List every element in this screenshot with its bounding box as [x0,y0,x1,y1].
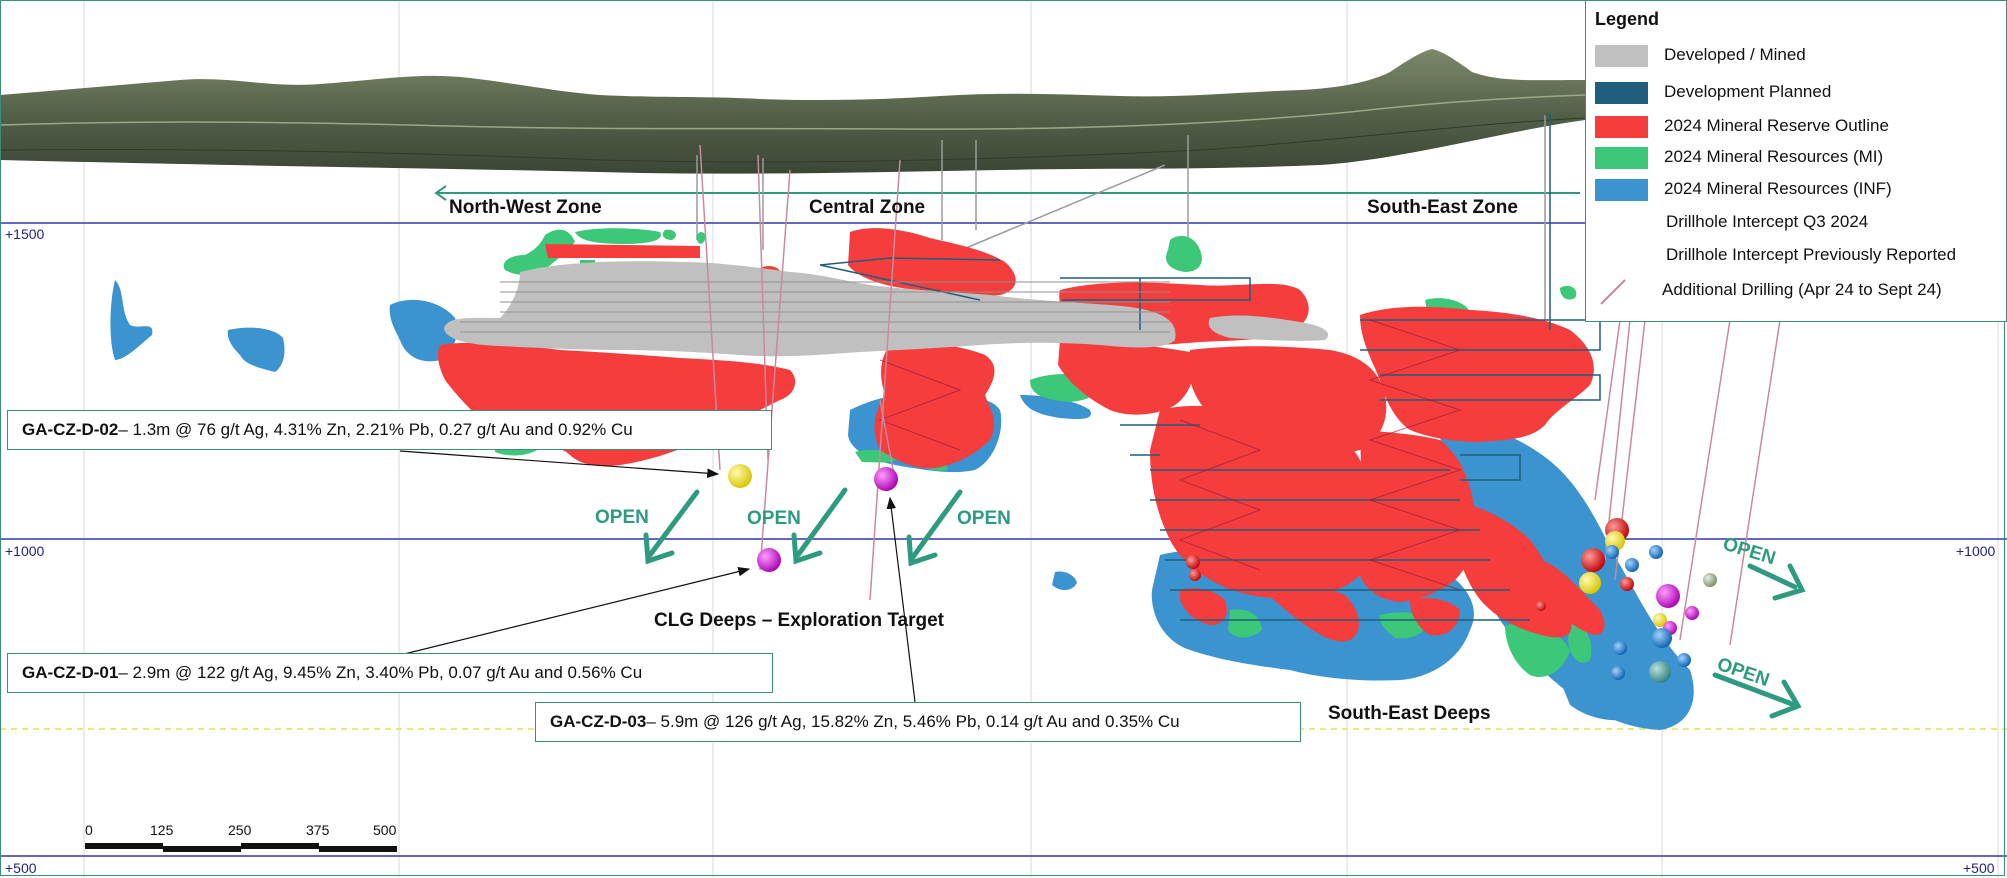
blue-swatch [1595,179,1648,201]
legend-item-label: 2024 Mineral Reserve Outline [1664,116,1889,135]
intercept-sphere [1579,572,1601,594]
large-sphere-cluster-icon [1595,212,1648,234]
callout-hole-id: GA-CZ-D-03 [550,712,647,731]
legend-item-label: 2024 Mineral Resources (INF) [1664,179,1892,198]
zone-label-central: Central Zone [809,197,926,218]
grey-swatch [1595,45,1648,67]
callout-leaders [387,450,916,703]
reserve-zigzag [878,319,1462,591]
callout-ga-cz-d-01: GA-CZ-D-01 – 2.9m @ 122 g/t Ag, 9.45% Zn… [7,653,773,693]
legend-item-label: 2024 Mineral Resources (MI) [1664,147,1884,166]
dark-blue-swatch [1595,82,1648,104]
legend-item-reserve: 2024 Mineral Reserve Outline [1586,113,2006,139]
developed-mined [444,261,1329,357]
scale-tick-label: 0 [85,822,93,838]
intercept-sphere [728,464,752,488]
scale-bar [85,843,397,852]
elevation-label-500-right: +500 [1963,860,1995,876]
green-swatch [1595,147,1648,169]
callout-ga-cz-d-02: GA-CZ-D-02 – 1.3m @ 76 g/t Ag, 4.31% Zn,… [7,410,772,450]
callout-ga-cz-d-03: GA-CZ-D-03 – 5.9m @ 126 g/t Ag, 15.82% Z… [535,702,1301,742]
legend-item-label: Development Planned [1664,82,1832,101]
legend-item-intercept-q3-2024: Drillhole Intercept Q3 2024 [1586,209,2006,235]
callout-text: – 5.9m @ 126 g/t Ag, 15.82% Zn, 5.46% Pb… [646,712,1180,731]
legend-item-resources-mi: 2024 Mineral Resources (MI) [1586,144,2006,170]
intercept-sphere [1189,569,1201,581]
vertical-traces [696,115,1546,350]
drill-line-icon [1595,279,1648,305]
legend-item-developed-mined: Developed / Mined [1586,42,2006,68]
topography-ridge [0,94,1586,130]
intercept-sphere [874,467,898,491]
elevation-label-1000-right: +1000 [1956,543,1996,559]
intercept-sphere [1620,577,1634,591]
legend-item-additional-drilling: Additional Drilling (Apr 24 to Sept 24) [1586,277,2006,305]
open-label: OPEN [957,508,1011,529]
intercept-sphere [1649,545,1663,559]
intercept-sphere [1677,653,1691,667]
intercept-sphere [1186,555,1200,569]
scale-tick-label: 375 [306,822,330,838]
scale-tick-label: 500 [373,822,397,838]
intercept-sphere [1536,601,1546,611]
intercept-sphere [1605,545,1619,559]
legend-item-development-planned: Development Planned [1586,79,2006,105]
intercept-sphere [1613,641,1627,655]
legend-item-intercept-previous: Drillhole Intercept Previously Reported [1586,242,2006,268]
zone-arrow [434,185,1580,201]
legend-item-label: Developed / Mined [1664,45,1806,64]
legend-title: Legend [1595,9,1660,29]
elevation-label-1500: +1500 [5,226,45,242]
open-arrows [643,487,1806,719]
development-planned [819,114,1601,621]
legend-item-label: Drillhole Intercept Previously Reported [1666,245,1957,264]
drillhole-intercepts [728,464,1717,683]
legend: Legend Developed / Mined Development Pla… [1585,0,2007,322]
intercept-sphere [1685,606,1699,620]
intercept-sphere [1581,548,1605,572]
open-label: OPEN [595,507,649,528]
callout-hole-id: GA-CZ-D-02 [22,420,119,439]
intercept-sphere [1625,558,1639,572]
intercept-sphere [1649,661,1671,683]
intercept-sphere [1703,573,1717,587]
legend-item-label: Additional Drilling (Apr 24 to Sept 24) [1662,280,1942,299]
callout-text: – 2.9m @ 122 g/t Ag, 9.45% Zn, 3.40% Pb,… [118,663,643,682]
scale-tick-label: 250 [228,822,252,838]
intercept-sphere [1653,613,1667,627]
legend-item-resources-inf: 2024 Mineral Resources (INF) [1586,176,2006,202]
zone-label-south-east-deeps: South-East Deeps [1328,703,1491,724]
mined-stope-lines [460,281,1170,333]
zone-label-clg-deeps: CLG Deeps – Exploration Target [654,610,944,631]
callout-text: – 1.3m @ 76 g/t Ag, 4.31% Zn, 2.21% Pb, … [118,420,633,439]
open-label: OPEN [747,508,801,529]
intercept-sphere [1611,666,1625,680]
zone-label-north-west: North-West Zone [449,197,602,218]
elevation-label-1000-left: +1000 [5,543,45,559]
intercept-sphere [757,548,781,572]
intercept-sphere [1656,584,1680,608]
small-sphere-cluster-icon [1595,245,1648,267]
intercept-sphere [1652,628,1672,648]
zone-label-south-east: South-East Zone [1367,197,1518,218]
legend-item-label: Drillhole Intercept Q3 2024 [1666,212,1869,231]
red-swatch [1595,116,1648,138]
elevation-label-500-left: +500 [5,860,37,876]
scale-tick-label: 125 [150,822,174,838]
callout-hole-id: GA-CZ-D-01 [22,663,119,682]
